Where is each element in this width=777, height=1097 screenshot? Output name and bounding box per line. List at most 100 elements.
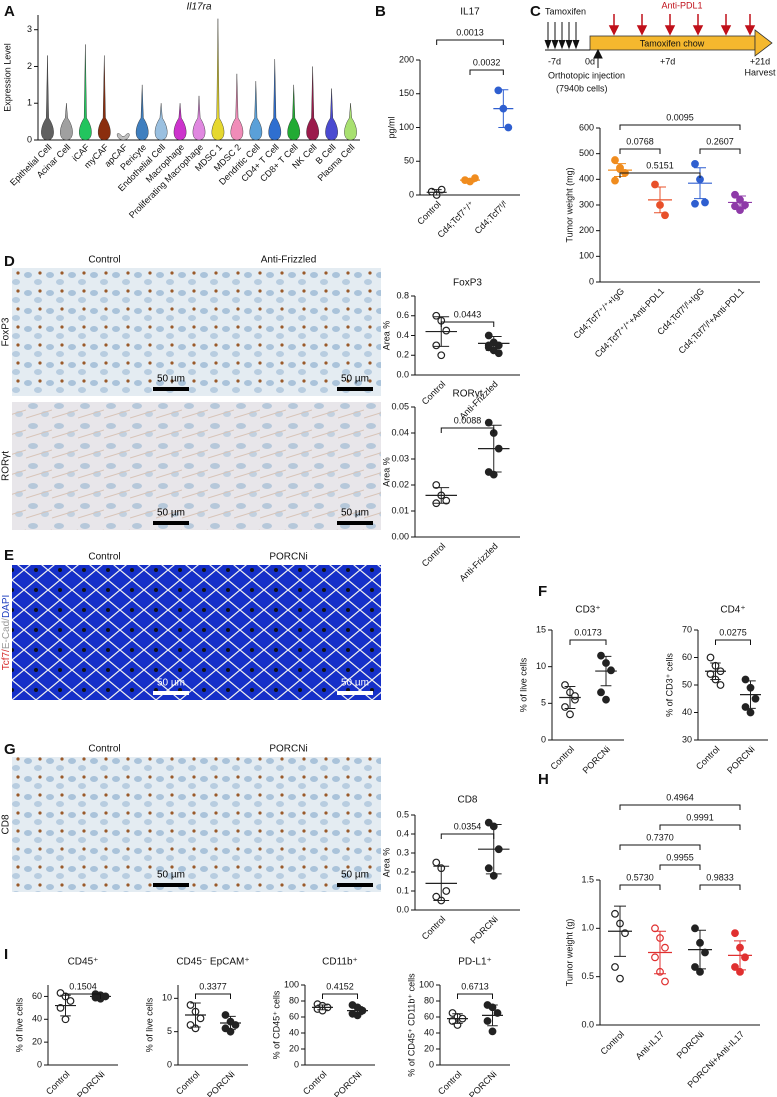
column-title: Control: [88, 255, 120, 266]
error-bar: [614, 905, 626, 957]
x-tick-label: Anti-Frizzled: [457, 541, 499, 583]
y-tick-label: 0.03: [391, 453, 409, 463]
y-tick-label: 0.2: [396, 350, 409, 360]
data-point: [561, 703, 569, 711]
y-tick-label: 0: [429, 1059, 434, 1069]
panel-label: G: [4, 741, 16, 758]
y-tick-label: 50: [682, 679, 692, 689]
violin: [79, 44, 92, 141]
timeline-day: +21d: [750, 56, 770, 66]
scale-bar: [337, 387, 373, 391]
y-axis-label: % of CD3⁺ cells: [664, 653, 674, 717]
comparison-bracket: [569, 639, 607, 645]
y-axis-label: Area %: [381, 457, 391, 487]
p-value: 0.9833: [706, 872, 734, 882]
row-label: FoxP3: [1, 317, 12, 346]
panel-label: I: [4, 946, 8, 963]
y-tick-label: 100: [579, 251, 594, 261]
error-bar: [465, 177, 475, 183]
comparison-bracket: [659, 824, 741, 830]
y-tick-label: 0.5: [581, 971, 594, 981]
violin: [268, 59, 282, 141]
y-tick-label: 600: [579, 122, 594, 132]
x-tick-label: Cd4;Tcf7⁺/⁺+Anti-PDL1: [593, 286, 666, 359]
x-tick-label: Control: [420, 914, 448, 942]
scale-bar: [153, 883, 189, 887]
y-tick-label: 2: [27, 61, 32, 71]
injection-arrow: [593, 48, 603, 68]
data-point: [448, 1009, 457, 1017]
data-point: [651, 924, 659, 933]
y-tick-label: 100: [399, 122, 414, 132]
error-bar: [317, 1004, 328, 1011]
data-point: [611, 909, 619, 918]
y-axis-label: % of CD45⁺ CD11b⁺ cells: [406, 973, 416, 1077]
y-axis-label: Area %: [381, 321, 391, 351]
data-point: [661, 211, 669, 220]
data-point: [597, 651, 605, 660]
scale-bar: [337, 691, 373, 695]
comparison-bracket: [65, 993, 101, 999]
error-bar: [485, 824, 502, 875]
data-point: [716, 681, 725, 689]
error-bar: [452, 1013, 463, 1024]
data-point: [484, 418, 493, 427]
y-tick-label: 60: [682, 652, 692, 662]
y-tick-label: 15: [536, 624, 546, 634]
micrograph: [196, 757, 381, 892]
error-bar: [225, 1015, 236, 1031]
violin: [135, 84, 149, 141]
p-value: 0.0354: [454, 821, 482, 831]
violin: [287, 84, 301, 141]
x-tick-label: PORCNi: [467, 1069, 498, 1097]
data-point: [751, 694, 760, 703]
comparison-bracket: [699, 148, 741, 154]
y-tick-label: 40: [289, 1027, 299, 1037]
y-tick-label: 0.01: [391, 505, 409, 515]
p-value: 0.5730: [626, 872, 654, 882]
p-value: 0.2607: [706, 136, 734, 146]
row-label: CD8: [1, 814, 12, 834]
scale-bar: [337, 521, 373, 525]
y-axis-label: pg/ml: [386, 116, 396, 138]
x-tick-label: Anti-IL17: [634, 1029, 667, 1062]
data-point: [484, 864, 493, 873]
data-point: [561, 681, 569, 689]
data-point: [196, 1014, 205, 1023]
data-point: [607, 666, 615, 675]
data-point: [696, 967, 704, 976]
data-point: [56, 1003, 65, 1012]
comparison-bracket: [457, 993, 493, 999]
comparison-bracket: [699, 884, 741, 890]
x-tick-label: PORCNi: [725, 744, 756, 775]
micrograph: [12, 565, 197, 700]
error-bar: [433, 865, 450, 901]
scale-bar-label: 50 µm: [341, 678, 369, 689]
y-tick-label: 0: [589, 276, 594, 286]
column-title: PORCNi: [269, 744, 307, 755]
y-tick-label: 300: [579, 199, 594, 209]
y-tick-label: 0.0: [396, 904, 409, 914]
violin: [116, 133, 130, 141]
p-value: 0.4152: [326, 981, 354, 991]
y-tick-label: 40: [32, 1014, 42, 1024]
timeline-injection: Orthotopic injection: [548, 70, 625, 80]
violin: [211, 18, 225, 141]
channel-name: Tcf7/: [1, 649, 12, 670]
violin: [230, 73, 244, 141]
comparison-bracket: [619, 844, 701, 850]
x-tick-label: Control: [44, 1069, 72, 1097]
x-tick-label: Control: [174, 1069, 202, 1097]
y-tick-label: 0: [409, 189, 414, 199]
x-tick-label: Control: [549, 744, 577, 772]
data-point: [432, 341, 441, 350]
data-point: [566, 710, 574, 719]
data-point: [616, 974, 624, 983]
micrograph: [12, 268, 197, 396]
chart-title: IL17: [460, 7, 480, 18]
column-title: Control: [88, 744, 120, 755]
y-axis-label: Area %: [381, 848, 391, 878]
p-value: 0.0275: [719, 627, 747, 637]
x-tick-label: Control: [420, 541, 448, 569]
y-tick-label: 0.04: [391, 427, 409, 437]
